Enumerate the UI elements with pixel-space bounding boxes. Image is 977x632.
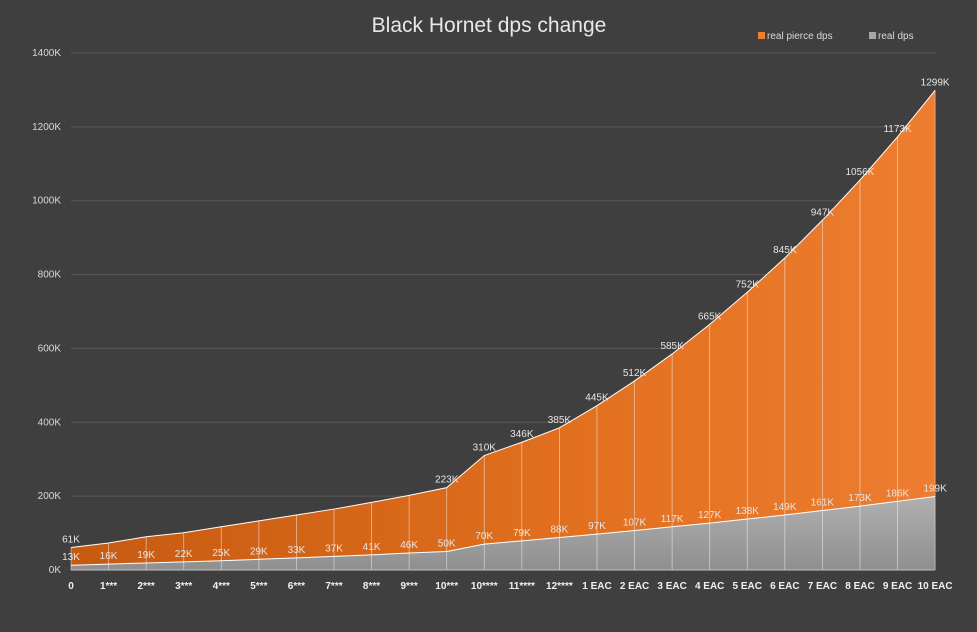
data-label: 19K xyxy=(137,550,155,561)
data-label: 223K xyxy=(435,475,459,486)
x-tick-label: 7 EAC xyxy=(808,581,837,592)
data-label: 29K xyxy=(250,546,268,557)
data-label: 46K xyxy=(400,540,418,551)
data-label: 346K xyxy=(510,429,534,440)
data-label: 385K xyxy=(548,415,572,426)
data-label: 752K xyxy=(736,279,760,290)
x-tick-label: 6*** xyxy=(288,581,305,592)
legend-swatch xyxy=(758,32,765,39)
x-tick-label: 9 EAC xyxy=(883,581,912,592)
data-label: 1299K xyxy=(921,77,950,88)
data-label: 88K xyxy=(551,525,569,536)
data-label: 61K xyxy=(62,534,80,545)
data-label: 138K xyxy=(736,506,760,517)
data-label: 41K xyxy=(363,542,381,553)
series-line-real-pierce-dps xyxy=(70,89,936,548)
data-label: 70K xyxy=(475,531,493,542)
data-label: 186K xyxy=(886,488,910,499)
data-label: 585K xyxy=(660,341,684,352)
x-tick-label: 3*** xyxy=(175,581,192,592)
legend-label: real pierce dps xyxy=(767,31,833,42)
data-label: 37K xyxy=(325,543,343,554)
data-label: 199K xyxy=(923,484,947,495)
x-tick-label: 8 EAC xyxy=(845,581,874,592)
x-tick-label: 3 EAC xyxy=(657,581,686,592)
x-tick-label: 11**** xyxy=(509,581,535,592)
data-label: 16K xyxy=(100,551,118,562)
data-label: 50K xyxy=(438,539,456,550)
data-label: 1173K xyxy=(883,124,912,135)
data-label: 445K xyxy=(585,393,609,404)
data-label: 149K xyxy=(773,502,797,513)
data-label: 161K xyxy=(811,498,835,509)
x-tick-label: 2 EAC xyxy=(620,581,649,592)
data-label: 173K xyxy=(848,493,872,504)
x-tick-label: 4 EAC xyxy=(695,581,724,592)
data-label: 1056K xyxy=(846,167,875,178)
legend-label: real dps xyxy=(878,31,914,42)
data-label: 512K xyxy=(623,368,647,379)
x-tick-label: 0 xyxy=(68,581,74,592)
area-real-pierce-dps xyxy=(71,90,936,571)
y-tick-label: 1000K xyxy=(32,196,61,207)
x-tick-label: 7*** xyxy=(325,581,342,592)
chart-title: Black Hornet dps change xyxy=(372,14,607,37)
y-tick-label: 800K xyxy=(38,270,62,281)
data-label: 117K xyxy=(661,514,684,525)
data-label: 79K xyxy=(513,528,531,539)
x-tick-label: 10**** xyxy=(471,581,498,592)
y-tick-label: 1200K xyxy=(32,122,61,133)
x-tick-label: 5*** xyxy=(250,581,267,592)
x-tick-label: 10*** xyxy=(435,581,458,592)
y-tick-label: 400K xyxy=(38,417,62,428)
x-tick-label: 9*** xyxy=(401,581,418,592)
x-tick-label: 5 EAC xyxy=(733,581,762,592)
x-tick-label: 6 EAC xyxy=(770,581,799,592)
data-label: 665K xyxy=(698,311,722,322)
y-tick-label: 600K xyxy=(38,343,62,354)
x-tick-label: 4*** xyxy=(213,581,230,592)
data-label: 845K xyxy=(773,245,797,256)
y-tick-label: 0K xyxy=(49,565,62,576)
data-label: 947K xyxy=(811,207,835,218)
data-label: 107K xyxy=(623,517,647,528)
x-tick-label: 8*** xyxy=(363,581,380,592)
x-tick-label: 2*** xyxy=(138,581,155,592)
data-label: 33K xyxy=(288,545,306,556)
data-label: 97K xyxy=(588,521,606,532)
legend-swatch xyxy=(869,32,876,39)
data-label: 310K xyxy=(473,443,497,454)
x-tick-label: 1*** xyxy=(100,581,117,592)
area-real-dps xyxy=(71,496,936,570)
y-tick-label: 1400K xyxy=(32,48,61,59)
series-line-real-dps xyxy=(70,496,936,566)
data-label: 25K xyxy=(212,548,230,559)
y-tick-label: 200K xyxy=(38,491,62,502)
x-tick-label: 10 EAC xyxy=(918,581,953,592)
data-label: 127K xyxy=(698,510,722,521)
x-tick-label: 12**** xyxy=(546,581,573,592)
data-label: 22K xyxy=(175,549,193,560)
x-tick-label: 1 EAC xyxy=(582,581,611,592)
data-label: 13K xyxy=(62,552,80,563)
